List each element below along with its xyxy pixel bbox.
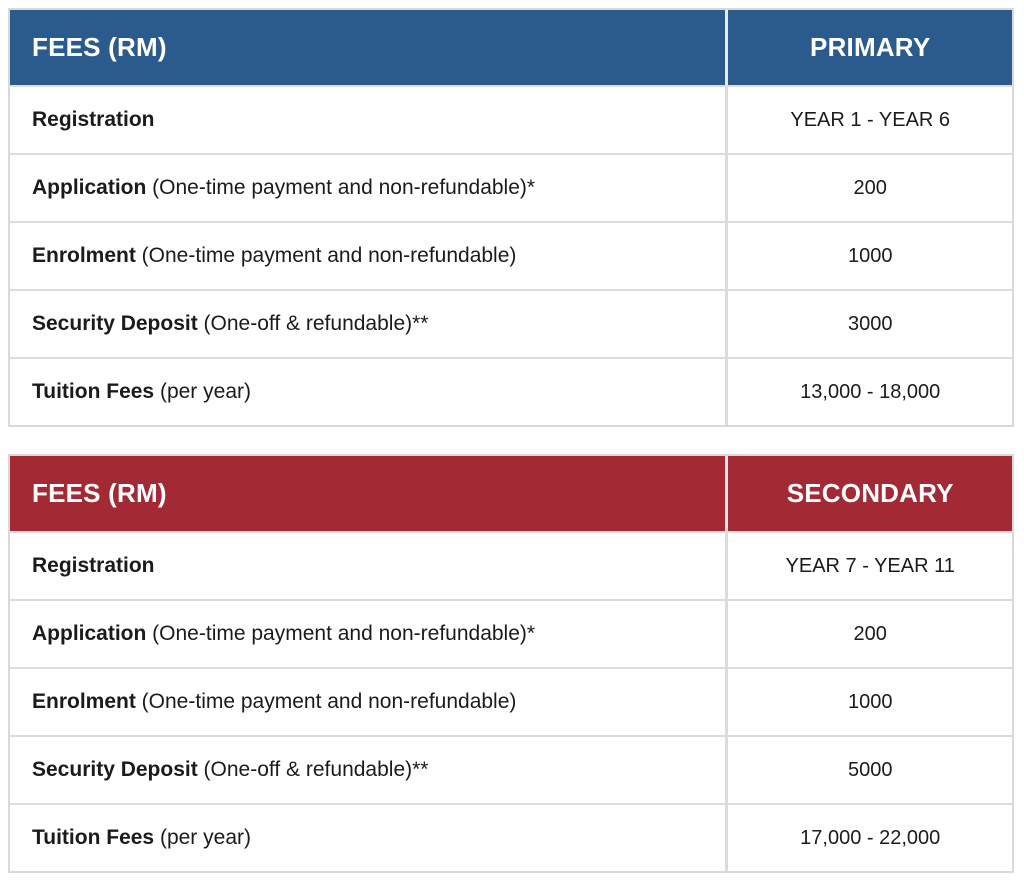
table-row: Tuition Fees (per year) 17,000 - 22,000 — [10, 803, 1012, 871]
row-label-note: (One-off & refundable)** — [197, 312, 429, 335]
primary-level-header-cell: PRIMARY — [725, 10, 1012, 85]
row-value: 17,000 - 22,000 — [725, 805, 1012, 871]
row-label: Application (One-time payment and non-re… — [10, 155, 725, 221]
row-label: Enrolment (One-time payment and non-refu… — [10, 669, 725, 735]
row-label-term: Registration — [32, 554, 155, 577]
row-value: YEAR 1 - YEAR 6 — [725, 87, 1012, 153]
row-label: Registration — [10, 533, 725, 599]
row-label: Tuition Fees (per year) — [10, 359, 725, 425]
row-label-term: Tuition Fees — [32, 826, 155, 849]
row-label-note: (per year) — [154, 826, 251, 849]
fee-table-primary: FEES (RM) PRIMARY Registration YEAR 1 - … — [8, 8, 1014, 427]
row-label-term: Application — [32, 176, 147, 199]
row-label-term: Security Deposit — [32, 758, 198, 781]
row-label-note: (per year) — [154, 380, 251, 403]
row-label: Tuition Fees (per year) — [10, 805, 725, 871]
row-value: 200 — [725, 155, 1012, 221]
row-label-term: Security Deposit — [32, 312, 198, 335]
secondary-fees-header-cell: FEES (RM) — [10, 456, 725, 531]
row-label-note: (One-time payment and non-refundable)* — [146, 622, 536, 645]
row-label-term: Registration — [32, 108, 155, 131]
row-label: Security Deposit (One-off & refundable)*… — [10, 737, 725, 803]
row-value: YEAR 7 - YEAR 11 — [725, 533, 1012, 599]
fee-table-secondary: FEES (RM) SECONDARY Registration YEAR 7 … — [8, 454, 1014, 873]
row-value: 200 — [725, 601, 1012, 667]
table-row: Enrolment (One-time payment and non-refu… — [10, 667, 1012, 735]
table-row: Security Deposit (One-off & refundable)*… — [10, 289, 1012, 357]
row-value: 13,000 - 18,000 — [725, 359, 1012, 425]
row-label-note: (One-time payment and non-refundable) — [135, 690, 517, 713]
table-row: Registration YEAR 1 - YEAR 6 — [10, 85, 1012, 153]
fees-heading: FEES (RM) — [32, 32, 167, 62]
secondary-level-header-cell: SECONDARY — [725, 456, 1012, 531]
row-label-note: (One-time payment and non-refundable)* — [146, 176, 536, 199]
table-row: Application (One-time payment and non-re… — [10, 153, 1012, 221]
table-row: Tuition Fees (per year) 13,000 - 18,000 — [10, 357, 1012, 425]
row-label-term: Application — [32, 622, 147, 645]
row-value: 1000 — [725, 223, 1012, 289]
fees-heading: FEES (RM) — [32, 478, 167, 508]
row-value: 5000 — [725, 737, 1012, 803]
row-label: Registration — [10, 87, 725, 153]
primary-fees-header-cell: FEES (RM) — [10, 10, 725, 85]
row-label: Enrolment (One-time payment and non-refu… — [10, 223, 725, 289]
row-value: 1000 — [725, 669, 1012, 735]
row-label-term: Enrolment — [32, 690, 136, 713]
row-value: 3000 — [725, 291, 1012, 357]
table-row: Application (One-time payment and non-re… — [10, 599, 1012, 667]
level-heading: PRIMARY — [810, 32, 931, 62]
row-label: Application (One-time payment and non-re… — [10, 601, 725, 667]
table-row: Registration YEAR 7 - YEAR 11 — [10, 531, 1012, 599]
level-heading: SECONDARY — [786, 478, 954, 508]
row-label: Security Deposit (One-off & refundable)*… — [10, 291, 725, 357]
row-label-term: Tuition Fees — [32, 380, 155, 403]
table-row: Security Deposit (One-off & refundable)*… — [10, 735, 1012, 803]
row-label-note: (One-time payment and non-refundable) — [135, 244, 517, 267]
row-label-note: (One-off & refundable)** — [197, 758, 429, 781]
table-row: Enrolment (One-time payment and non-refu… — [10, 221, 1012, 289]
secondary-header-row: FEES (RM) SECONDARY — [10, 456, 1012, 531]
row-label-term: Enrolment — [32, 244, 136, 267]
primary-header-row: FEES (RM) PRIMARY — [10, 10, 1012, 85]
